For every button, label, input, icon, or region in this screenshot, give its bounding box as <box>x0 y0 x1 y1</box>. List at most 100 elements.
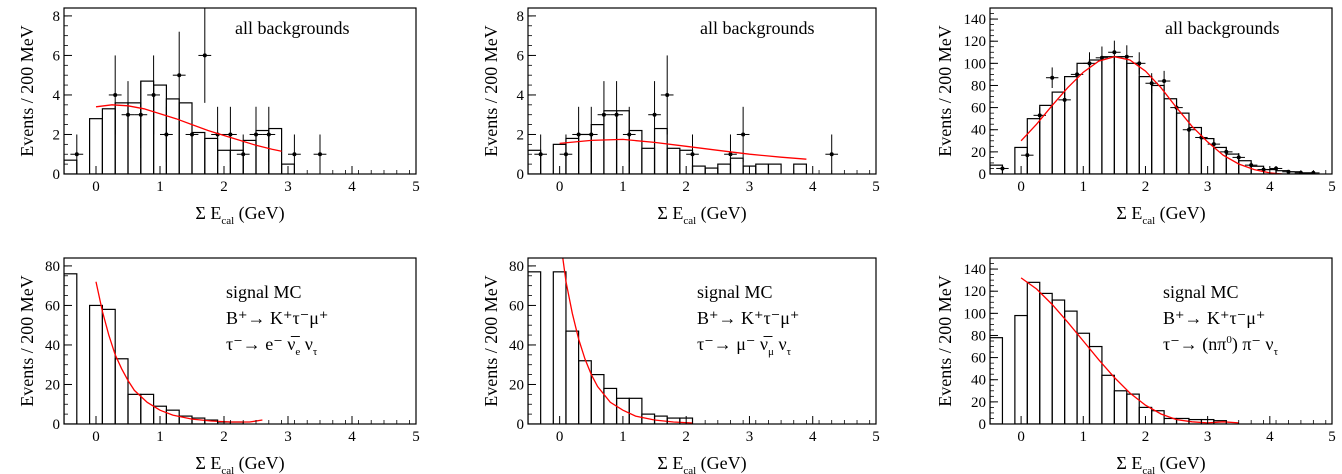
plot-area <box>990 40 1320 174</box>
histogram-bar <box>628 129 643 174</box>
x-tick-label: 5 <box>1328 179 1336 195</box>
x-tick-label: 2 <box>220 429 228 445</box>
panel-bottom-middle: 0 1 2 3 4 5 0 20 40 60 80 Σ Ecal (GeV) Events / 200 … <box>481 257 880 474</box>
histogram-bar <box>1088 345 1103 424</box>
annotation: B⁺→ K⁺τ⁻μ⁺ <box>226 308 328 328</box>
x-tick-label: 1 <box>156 429 164 445</box>
data-point <box>724 134 737 174</box>
y-tick-label: 60 <box>971 351 986 367</box>
x-tick-label: 5 <box>872 179 880 195</box>
histogram-bar <box>666 147 681 174</box>
data-point <box>147 55 160 135</box>
data-point <box>1220 146 1233 157</box>
y-tick-label: 20 <box>45 377 60 393</box>
data-point <box>1120 45 1134 69</box>
data-point <box>559 134 573 174</box>
y-tick-label: 4 <box>517 88 525 104</box>
annotation: all backgrounds <box>235 18 349 38</box>
x-tick-label: 5 <box>1328 429 1336 445</box>
axes-frame <box>527 257 877 425</box>
histogram-bar <box>590 373 605 424</box>
histogram-bar <box>1064 310 1078 424</box>
y-tick-label: 80 <box>971 328 986 344</box>
histogram-bar <box>127 102 142 174</box>
y-tick-label: 140 <box>964 262 987 278</box>
panel-bottom-right: 0 1 2 3 4 5 0 20 40 60 80 100 120 140 Σ Ecal (GeV) Even… <box>935 257 1336 474</box>
histogram-bar <box>755 163 770 174</box>
data-point <box>1045 67 1059 89</box>
x-tick-label: 0 <box>92 429 100 445</box>
y-tick-label: 0 <box>979 417 987 433</box>
data-point <box>610 81 623 149</box>
histogram-bar <box>1101 374 1115 424</box>
y-tick-label: 0 <box>53 167 61 183</box>
y-tick-label: 4 <box>53 88 61 104</box>
plot-area <box>528 55 839 174</box>
histogram-bar <box>255 129 270 174</box>
panel-top-left: 0 1 2 3 4 5 0 2 4 6 8 Σ Ecal (GeV) Events / 200 MeV a… <box>17 7 420 227</box>
histogram-bar <box>1064 76 1078 174</box>
data-point <box>996 166 1009 171</box>
y-tick-label: 6 <box>517 48 525 64</box>
annotation: signal MC <box>226 282 302 302</box>
annotation: signal MC <box>697 282 773 302</box>
histogram-bar <box>165 98 180 174</box>
annotation: signal MC <box>1163 282 1239 302</box>
histogram-bar <box>64 159 78 174</box>
y-tick-label: 100 <box>964 56 987 72</box>
histogram-bar <box>153 84 168 174</box>
x-tick-label: 0 <box>92 179 100 195</box>
histogram-bar <box>615 110 630 174</box>
y-tick-label: 0 <box>517 417 525 433</box>
histogram-bar <box>1113 56 1128 174</box>
data-point <box>1058 90 1071 109</box>
histogram-bar <box>653 127 668 174</box>
y-tick-label: 40 <box>971 123 986 139</box>
data-point <box>185 106 199 163</box>
data-point <box>660 55 674 135</box>
histogram-bar <box>528 271 542 424</box>
histogram-bar <box>1051 91 1066 174</box>
x-tick-label: 3 <box>284 429 292 445</box>
x-tick-label: 3 <box>1204 179 1212 195</box>
x-axis-title: Σ Ecal (GeV) <box>1116 453 1205 474</box>
y-axis-title: Events / 200 MeV <box>935 25 955 156</box>
y-axis-title: Events / 200 MeV <box>17 275 37 406</box>
x-tick-label: 5 <box>872 429 880 445</box>
axes-frame <box>63 257 417 425</box>
data-point <box>1083 52 1096 75</box>
data-point <box>224 106 237 163</box>
panel-top-right: 0 1 2 3 4 5 0 20 40 60 80 100 120 140 Σ Ecal (GeV) Even… <box>935 7 1336 227</box>
x-tick-label: 0 <box>556 179 564 195</box>
x-tick-label: 0 <box>1017 179 1025 195</box>
histogram-bar <box>565 137 580 174</box>
y-tick-label: 40 <box>509 338 524 354</box>
x-tick-label: 0 <box>556 429 564 445</box>
data-point <box>597 81 611 149</box>
x-tick-label: 3 <box>746 179 754 195</box>
x-tick-label: 3 <box>284 179 292 195</box>
histogram-bar <box>191 131 206 174</box>
histogram-bar <box>1026 281 1041 424</box>
data-point <box>1108 40 1121 64</box>
x-axis-title: Σ Ecal (GeV) <box>1116 203 1205 227</box>
data-point <box>1145 73 1158 94</box>
data-point <box>825 134 839 174</box>
y-tick-label: 60 <box>509 298 524 314</box>
histogram-bar <box>691 165 706 174</box>
x-tick-label: 2 <box>1142 179 1150 195</box>
fit-curve <box>559 138 807 160</box>
y-tick-label: 20 <box>971 395 986 411</box>
histogram-bar <box>64 273 78 424</box>
x-tick-label: 4 <box>809 179 817 195</box>
data-point <box>108 55 122 135</box>
x-tick-label: 1 <box>619 179 627 195</box>
x-tick-label: 3 <box>1204 429 1212 445</box>
data-point <box>686 134 699 174</box>
histogram-bar <box>1101 56 1115 174</box>
histogram-bar <box>704 167 719 174</box>
y-tick-label: 40 <box>45 338 60 354</box>
x-axis-title: Σ Ecal (GeV) <box>657 453 746 474</box>
histogram-bar <box>1113 390 1128 424</box>
annotation: all backgrounds <box>1165 18 1279 38</box>
